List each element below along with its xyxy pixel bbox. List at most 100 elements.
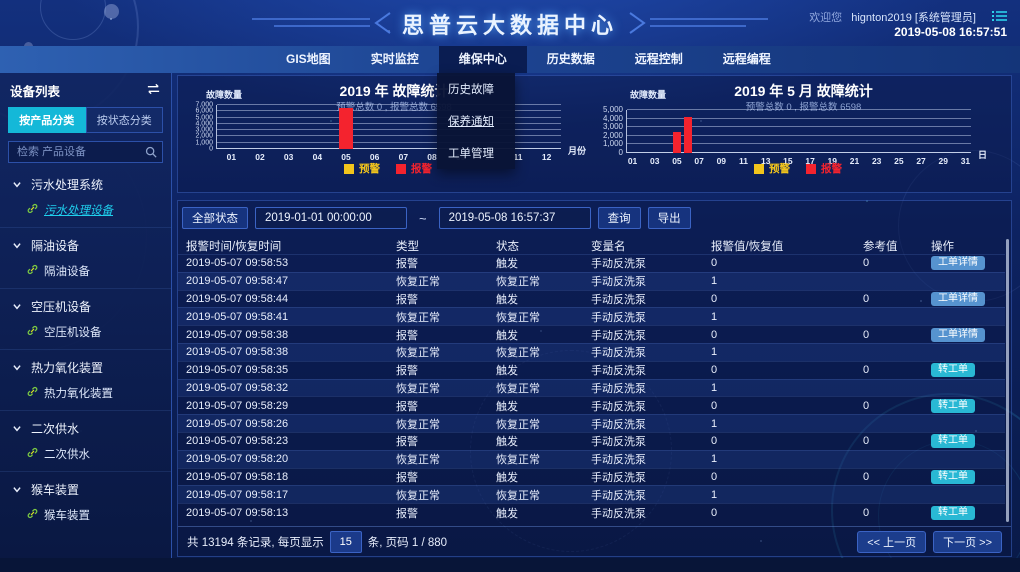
nav-item[interactable]: 远程编程 [722, 52, 771, 66]
nav-item[interactable]: 远程控制 [634, 52, 683, 66]
x-tick-label: 13 [760, 156, 771, 166]
x-tick-label: 07 [694, 156, 704, 166]
end-datetime-input[interactable] [438, 207, 591, 229]
chevron-down-icon [12, 300, 22, 314]
tree-group-header[interactable]: 隔油设备 [0, 233, 171, 258]
tree-group-header[interactable]: 热力氧化装置 [0, 355, 171, 380]
gridline [627, 109, 971, 110]
x-tick-label: 05 [341, 152, 351, 162]
tree-item[interactable]: 猴车装置 [0, 502, 171, 529]
chevron-down-icon [12, 361, 22, 375]
chevron-down-icon [12, 239, 22, 253]
legend-item[interactable]: 报警 [396, 161, 432, 176]
gridline [627, 134, 971, 136]
tree-group-header[interactable]: 污水处理系统 [0, 172, 171, 197]
gridline [627, 143, 971, 145]
tree-item-label: 空压机设备 [44, 327, 102, 339]
tree-group-header[interactable]: 二次供水 [0, 416, 171, 441]
tree-item[interactable]: 二次供水 [0, 441, 171, 468]
start-datetime-input[interactable] [255, 207, 407, 229]
record-count-label: 共 13194 条记录, 每页显示 [187, 536, 324, 549]
nav-item[interactable]: 维保中心 [438, 46, 527, 73]
page-info-label: 条, 页码 1 / 880 [367, 536, 448, 549]
list-menu-icon[interactable] [992, 9, 1007, 27]
prev-page-button[interactable]: << 上一页 [857, 530, 927, 553]
y-tick-label: 3,000 [602, 122, 623, 132]
tree-group: 隔油设备 隔油设备 [0, 227, 171, 288]
column-header: 参考值 [863, 240, 898, 253]
search-input[interactable] [8, 141, 163, 163]
sidebar-tab[interactable]: 按产品分类 [8, 107, 86, 133]
tree-item[interactable]: 热力氧化装置 [0, 380, 171, 407]
cell-value: 0 [711, 364, 718, 377]
nav-item[interactable]: 实时监控 [370, 52, 419, 66]
cell-type: 恢复正常 [396, 382, 440, 395]
tree-group-label: 污水处理系统 [31, 178, 104, 192]
tree-item[interactable]: 隔油设备 [0, 258, 171, 285]
order-detail-button[interactable]: 工单详情 [931, 327, 985, 342]
column-header: 报警时间/恢复时间 [186, 240, 282, 253]
cell-value: 1 [711, 417, 718, 430]
cell-status: 触发 [496, 258, 518, 271]
next-page-button[interactable]: 下一页 >> [933, 530, 1002, 553]
table-row: 2019-05-07 09:58:20 恢复正常 恢复正常 手动反洗泵 1 [178, 449, 1005, 468]
cell-type: 报警 [396, 329, 418, 342]
transfer-order-button[interactable]: 转工单 [931, 434, 975, 449]
cell-action: 转工单 [931, 398, 1005, 413]
legend-item[interactable]: 预警 [754, 161, 790, 176]
legend-item[interactable]: 报警 [806, 161, 842, 176]
tree-item[interactable]: 空压机设备 [0, 319, 171, 346]
order-detail-button[interactable]: 工单详情 [931, 291, 985, 306]
cell-variable: 手动反洗泵 [591, 276, 646, 289]
tree-group-header[interactable]: 空压机设备 [0, 294, 171, 319]
collapse-swap-icon[interactable] [146, 82, 161, 100]
vertical-scrollbar[interactable] [1006, 239, 1009, 522]
cell-type: 报警 [396, 400, 418, 413]
cell-type: 恢复正常 [396, 347, 440, 360]
legend-swatch [344, 163, 354, 174]
x-tick-label: 12 [541, 152, 552, 162]
cell-time: 2019-05-07 09:58:47 [186, 275, 289, 288]
cell-type: 报警 [396, 258, 418, 271]
tree-item-label: 热力氧化装置 [44, 388, 113, 400]
pagination: << 上一页 下一页 >> [857, 530, 1002, 553]
nav-item[interactable]: GIS地图 [286, 52, 331, 66]
chart-plot-area: 0 1,000 2,000 3,000 4,000 5,000 6,000 7,000 01 02… [195, 102, 561, 162]
order-detail-button[interactable]: 工单详情 [931, 256, 985, 271]
y-tick-label: 2,000 [602, 130, 623, 140]
tree-group-label: 二次供水 [31, 422, 80, 436]
x-tick-label: 11 [513, 152, 523, 162]
tree-group-label: 空压机设备 [31, 300, 92, 314]
search-icon[interactable] [145, 145, 157, 163]
dropdown-item[interactable]: 保养通知 [448, 116, 494, 128]
sidebar-search [8, 141, 163, 163]
cell-value: 1 [711, 346, 718, 359]
transfer-order-button[interactable]: 转工单 [931, 398, 975, 413]
status-filter-dropdown[interactable]: 全部状态 [182, 207, 248, 229]
dropdown-item[interactable]: 工单管理 [448, 148, 494, 160]
sidebar-tab[interactable]: 按状态分类 [85, 107, 163, 133]
nav-item[interactable]: 历史数据 [546, 52, 595, 66]
y-tick-label: 5,000 [602, 105, 623, 114]
legend-item[interactable]: 预警 [344, 161, 380, 176]
dropdown-item[interactable]: 历史故障 [448, 84, 494, 96]
gridline [217, 104, 561, 105]
transfer-order-button[interactable]: 转工单 [931, 363, 975, 378]
legend-label: 预警 [769, 163, 790, 175]
tree-item[interactable]: 污水处理设备 [0, 197, 171, 224]
page-size-input[interactable] [329, 530, 362, 553]
cell-variable: 手动反洗泵 [591, 454, 646, 467]
transfer-order-button[interactable]: 转工单 [931, 505, 975, 520]
table-row: 2019-05-07 09:58:26 恢复正常 恢复正常 手动反洗泵 1 [178, 414, 1005, 432]
cell-variable: 手动反洗泵 [591, 418, 646, 431]
cell-value: 0 [711, 506, 718, 519]
cell-status: 恢复正常 [496, 347, 540, 360]
query-button[interactable]: 查询 [597, 207, 641, 229]
gridline [627, 152, 971, 153]
transfer-order-button[interactable]: 转工单 [931, 469, 975, 484]
export-button[interactable]: 导出 [647, 207, 691, 229]
cell-variable: 手动反洗泵 [591, 382, 646, 395]
tree-group-header[interactable]: 猴车装置 [0, 477, 171, 502]
legend-swatch [754, 163, 764, 174]
